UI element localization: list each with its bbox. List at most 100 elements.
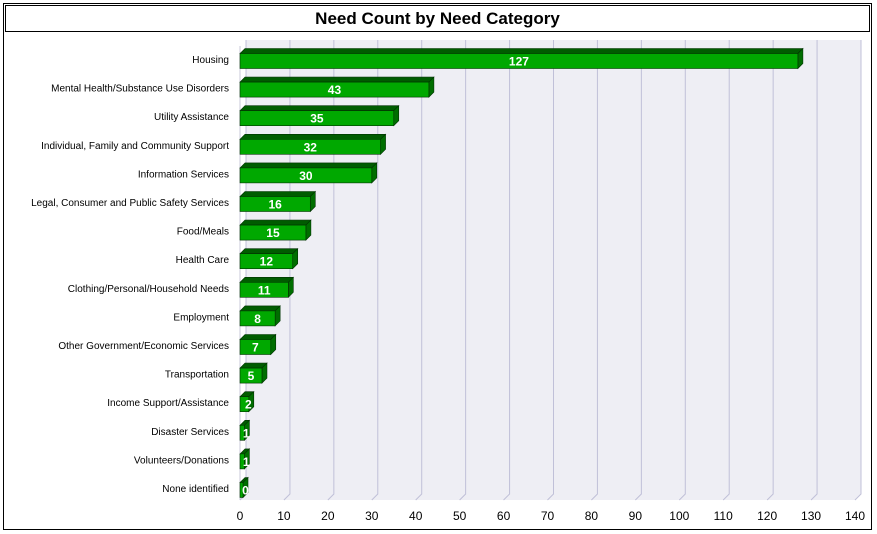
bar-value-label: 35 — [310, 112, 324, 126]
gridline — [678, 40, 686, 501]
category-label: Employment — [173, 312, 229, 323]
bar-value-label: 43 — [328, 83, 342, 97]
bar-front — [239, 339, 272, 355]
chart-title: Need Count by Need Category — [5, 5, 870, 32]
x-tick-label: 110 — [714, 509, 733, 523]
bar-front — [239, 453, 245, 470]
category-label: Information Services — [138, 169, 229, 180]
gridline — [810, 40, 818, 501]
bar-front — [239, 53, 799, 69]
x-tick-label: 40 — [409, 509, 423, 523]
x-tick-label: 10 — [277, 509, 291, 523]
bar — [239, 476, 249, 499]
gridline — [591, 40, 598, 501]
bar-top — [239, 219, 312, 226]
x-tick-label: 140 — [845, 509, 865, 523]
bar-value-label: 16 — [268, 198, 282, 212]
gridline — [722, 40, 730, 501]
bar-value-label: 7 — [252, 341, 259, 355]
bar-top — [239, 276, 295, 283]
bar — [239, 47, 804, 70]
bar-top — [239, 76, 435, 83]
bar — [239, 76, 435, 98]
gridline — [459, 40, 467, 501]
x-tick-label: 60 — [497, 509, 511, 523]
bar-value-label: 32 — [304, 140, 318, 154]
category-label: Mental Health/Substance Use Disorders — [51, 84, 229, 95]
x-tick-label: 130 — [801, 509, 821, 523]
category-label: Food/Meals — [177, 227, 229, 238]
gridline — [371, 40, 379, 501]
bar-top — [239, 162, 378, 169]
bar-value-label: 2 — [245, 398, 252, 412]
gridline — [327, 40, 335, 501]
bar-top — [239, 305, 281, 312]
category-label: Housing — [192, 55, 229, 66]
bar — [239, 104, 400, 127]
bar-front — [239, 424, 245, 441]
bar-value-label: 11 — [258, 283, 271, 297]
category-label: Disaster Services — [151, 427, 229, 438]
bar — [239, 133, 387, 156]
bar — [239, 362, 268, 384]
category-label: Income Support/Assistance — [107, 398, 229, 409]
category-label: Legal, Consumer and Public Safety Servic… — [31, 198, 229, 209]
bar-value-label: 127 — [509, 55, 529, 69]
bar-top — [239, 48, 804, 54]
bar-value-label: 1 — [243, 426, 250, 440]
bar-value-label: 0 — [242, 484, 249, 498]
x-tick-label: 30 — [365, 509, 379, 523]
bar-front — [239, 110, 395, 126]
x-tick-label: 90 — [629, 509, 643, 523]
bar-value-label: 5 — [248, 369, 255, 383]
bar-value-label: 30 — [299, 169, 313, 183]
gridline — [635, 40, 642, 501]
category-label: None identified — [162, 484, 229, 495]
bar-front — [239, 139, 381, 155]
gridline — [415, 40, 423, 501]
gridline — [854, 40, 862, 501]
gridline — [503, 40, 511, 501]
bar-top — [239, 105, 400, 111]
x-tick-label: 100 — [669, 509, 689, 523]
bar-front — [239, 281, 289, 298]
bar-value-label: 12 — [260, 255, 274, 269]
bar — [239, 448, 251, 470]
bar-front — [239, 396, 250, 413]
bar — [239, 276, 295, 299]
bar — [239, 190, 317, 213]
bar-top — [239, 191, 317, 197]
category-label: Other Government/Economic Services — [58, 341, 229, 352]
plot-background — [240, 40, 861, 500]
x-tick-label: 20 — [321, 509, 335, 523]
bar-front — [239, 310, 276, 327]
bar-value-label: 15 — [266, 226, 280, 240]
bar — [239, 162, 378, 184]
x-tick-label: 0 — [237, 509, 244, 523]
category-label: Transportation — [165, 370, 229, 381]
bar — [239, 247, 299, 270]
bar-front — [239, 167, 373, 184]
bar-top — [239, 248, 299, 254]
x-tick-label: 120 — [757, 509, 777, 523]
bar — [239, 390, 255, 413]
category-label: Utility Assistance — [154, 112, 229, 123]
bar-value-label: 1 — [243, 455, 250, 469]
chart-frame — [3, 3, 872, 530]
bar-front — [239, 482, 244, 498]
bar — [239, 219, 312, 241]
category-label: Individual, Family and Community Support — [41, 141, 229, 152]
category-label: Health Care — [176, 255, 230, 266]
bar-front — [239, 253, 294, 269]
bar-front — [239, 81, 430, 98]
x-tick-label: 70 — [541, 509, 555, 523]
bar-front — [239, 224, 307, 241]
category-label: Clothing/Personal/Household Needs — [68, 284, 229, 295]
gridline — [766, 40, 774, 501]
bar — [239, 419, 251, 442]
category-label: Volunteers/Donations — [134, 455, 229, 466]
bar-front — [239, 196, 311, 212]
x-tick-label: 50 — [453, 509, 467, 523]
bar-value-label: 8 — [254, 312, 261, 326]
bar — [239, 305, 281, 327]
